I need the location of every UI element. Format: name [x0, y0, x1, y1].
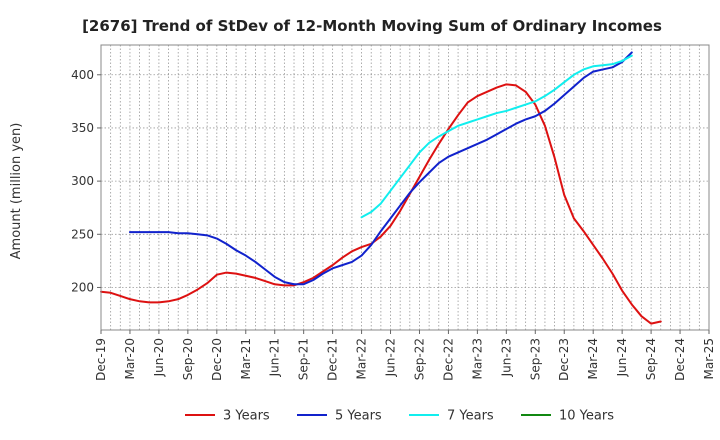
series-line-3-years — [100, 83, 662, 325]
x-tick-label: Sep-21 — [297, 338, 311, 380]
plot-border — [100, 44, 710, 331]
y-tick-label: 200 — [71, 280, 94, 294]
x-tick-label: Dec-19 — [94, 338, 108, 381]
x-tick-label: Mar-22 — [355, 338, 369, 379]
legend-label: 5 Years — [335, 409, 382, 424]
y-tick-label: 250 — [71, 227, 94, 241]
x-tick-label: Dec-23 — [557, 338, 571, 381]
x-tick-label: Mar-21 — [239, 338, 253, 379]
legend-label: 3 Years — [223, 409, 270, 424]
x-tick-label: Mar-23 — [470, 338, 484, 379]
chart-title: [2676] Trend of StDev of 12-Month Moving… — [82, 17, 662, 35]
x-tick-label: Mar-20 — [123, 338, 137, 379]
x-tick-label: Dec-20 — [210, 338, 224, 381]
x-tick-label: Sep-22 — [412, 338, 426, 380]
legend-label: 10 Years — [559, 409, 614, 424]
y-tick-label: 300 — [71, 174, 94, 188]
plot-background — [101, 45, 709, 330]
series-line-5-years — [128, 51, 633, 286]
legend: 3 Years 5 Years 7 Years 10 Years — [185, 409, 614, 424]
y-tick-label: 400 — [71, 68, 94, 82]
x-tick-label: Dec-21 — [326, 338, 340, 381]
x-tick-label: Sep-23 — [528, 338, 542, 380]
x-axis: Dec-19 Mar-20 Jun-20 Sep-20 Dec-20 Mar-21 Jun-… — [94, 330, 716, 381]
x-tick-label: Jun-22 — [384, 338, 398, 377]
y-tick-label: 350 — [71, 121, 94, 135]
legend-label: 7 Years — [447, 409, 494, 424]
x-tick-label: Dec-24 — [673, 338, 687, 381]
x-tick-label: Jun-21 — [268, 338, 282, 377]
y-axis-title: Amount (million yen) — [9, 123, 24, 260]
x-tick-label: Mar-24 — [586, 338, 600, 379]
x-tick-label: Jun-23 — [499, 338, 513, 377]
x-tick-label: Mar-25 — [702, 338, 716, 379]
x-tick-label: Jun-24 — [615, 338, 629, 377]
y-axis: 200 250 300 350 400 — [71, 68, 101, 294]
x-tick-label: Dec-22 — [441, 338, 455, 381]
x-tick-label: Sep-20 — [181, 338, 195, 380]
plot-area — [100, 44, 710, 331]
x-tick-label: Sep-24 — [644, 338, 658, 380]
series-line-7-years — [360, 54, 633, 219]
x-tick-label: Jun-20 — [152, 338, 166, 377]
